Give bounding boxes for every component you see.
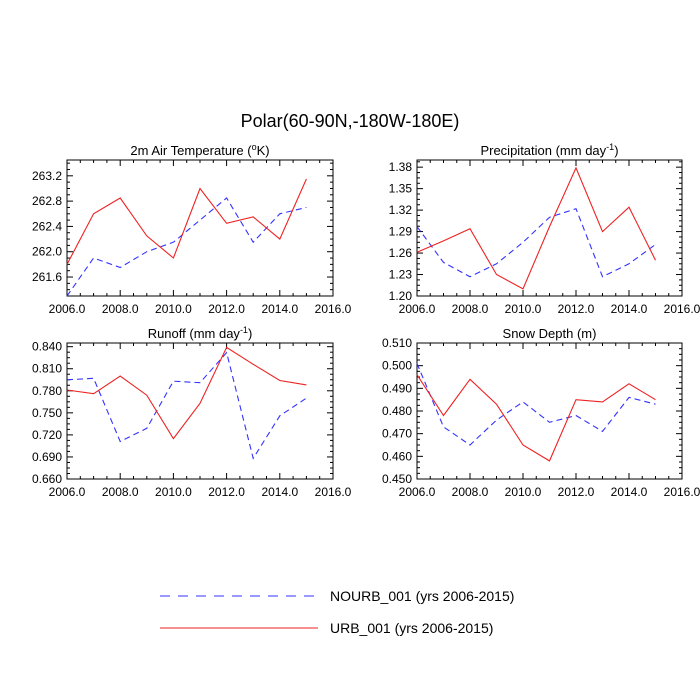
y-tick-label: 0.470 bbox=[382, 427, 412, 441]
y-tick-label: 0.750 bbox=[32, 406, 62, 420]
figure-title: Polar(60-90N,-180W-180E) bbox=[241, 111, 460, 131]
x-tick-label: 2014.0 bbox=[261, 302, 298, 316]
x-tick-label: 2006.0 bbox=[49, 302, 86, 316]
y-tick-label: 1.29 bbox=[389, 225, 413, 239]
chart-panel-2: Precipitation (mm day-1) 2006.0 2008.0 2010… bbox=[389, 142, 700, 316]
panel-title: Snow Depth (m) bbox=[503, 326, 597, 341]
y-tick-label: 0.490 bbox=[382, 381, 412, 395]
y-tick-label: 262.0 bbox=[32, 245, 62, 259]
y-tick-label: 0.720 bbox=[32, 428, 62, 442]
y-tick-label: 0.810 bbox=[32, 362, 62, 376]
y-tick-label: 263.2 bbox=[32, 169, 62, 183]
plot-frame bbox=[416, 342, 683, 480]
y-tick-label: 0.500 bbox=[382, 359, 412, 373]
y-tick-label: 0.480 bbox=[382, 404, 412, 418]
x-tick-label: 2006.0 bbox=[399, 485, 436, 499]
panel-title: Runoff (mm day-1) bbox=[148, 325, 253, 341]
x-tick-label: 2008.0 bbox=[452, 302, 489, 316]
y-tick-label: 1.32 bbox=[389, 203, 413, 217]
series-line-nourb bbox=[66, 351, 307, 460]
legend: NOURB_001 (yrs 2006-2015) URB_001 (yrs 20… bbox=[160, 588, 514, 636]
chart-panel-1: 2m Air Temperature (oK) 2006.0 2008.0 2010.… bbox=[32, 142, 352, 316]
panel-title: Precipitation (mm day-1) bbox=[480, 142, 618, 158]
y-tick-label: 1.23 bbox=[389, 268, 413, 282]
x-tick-label: 2012.0 bbox=[558, 485, 595, 499]
series-line-nourb bbox=[416, 208, 656, 278]
x-tick-label: 2016.0 bbox=[664, 485, 700, 499]
chart-panel-3: Runoff (mm day-1) 2006.0 2008.0 2010.0 2012.… bbox=[32, 325, 352, 499]
x-tick-label: 2006.0 bbox=[49, 485, 86, 499]
x-tick-label: 2010.0 bbox=[505, 302, 542, 316]
series-line-nourb bbox=[66, 197, 307, 297]
chart-panel-4: Snow Depth (m) 2006.0 2008.0 2010.0 2012.0 20… bbox=[382, 326, 700, 499]
y-tick-label: 0.660 bbox=[32, 472, 62, 486]
y-tick-label: 262.8 bbox=[32, 194, 62, 208]
y-tick-label: 1.26 bbox=[389, 246, 413, 260]
x-tick-label: 2014.0 bbox=[611, 302, 648, 316]
series-line-urb bbox=[66, 178, 307, 265]
legend-label-urb: URB_001 (yrs 2006-2015) bbox=[330, 620, 493, 636]
y-tick-label: 0.510 bbox=[382, 336, 412, 350]
x-tick-label: 2014.0 bbox=[261, 485, 298, 499]
y-tick-label: 1.35 bbox=[389, 182, 413, 196]
x-tick-label: 2010.0 bbox=[505, 485, 542, 499]
x-tick-label: 2014.0 bbox=[611, 485, 648, 499]
series-line-urb bbox=[416, 374, 656, 462]
x-tick-label: 2008.0 bbox=[452, 485, 489, 499]
x-tick-label: 2008.0 bbox=[102, 485, 139, 499]
series-line-nourb bbox=[416, 363, 656, 446]
y-tick-label: 0.450 bbox=[382, 472, 412, 486]
legend-label-nourb: NOURB_001 (yrs 2006-2015) bbox=[330, 588, 514, 604]
x-tick-label: 2016.0 bbox=[664, 302, 700, 316]
x-tick-label: 2016.0 bbox=[315, 302, 352, 316]
series-line-urb bbox=[66, 346, 307, 440]
y-tick-label: 1.38 bbox=[389, 160, 413, 174]
y-tick-label: 0.690 bbox=[32, 450, 62, 464]
y-tick-label: 1.20 bbox=[389, 289, 413, 303]
y-tick-label: 0.780 bbox=[32, 384, 62, 398]
x-tick-label: 2016.0 bbox=[315, 485, 352, 499]
x-tick-label: 2008.0 bbox=[102, 302, 139, 316]
x-tick-label: 2006.0 bbox=[399, 302, 436, 316]
y-tick-label: 262.4 bbox=[32, 219, 62, 233]
y-tick-label: 0.840 bbox=[32, 340, 62, 354]
series-line-urb bbox=[416, 166, 656, 290]
x-tick-label: 2010.0 bbox=[155, 302, 192, 316]
y-tick-label: 261.6 bbox=[32, 270, 62, 284]
panel-title: 2m Air Temperature (oK) bbox=[130, 142, 269, 158]
x-tick-label: 2010.0 bbox=[155, 485, 192, 499]
x-tick-label: 2012.0 bbox=[208, 302, 245, 316]
x-tick-label: 2012.0 bbox=[208, 485, 245, 499]
y-tick-label: 0.460 bbox=[382, 449, 412, 463]
x-tick-label: 2012.0 bbox=[558, 302, 595, 316]
plot-frame bbox=[66, 159, 334, 297]
